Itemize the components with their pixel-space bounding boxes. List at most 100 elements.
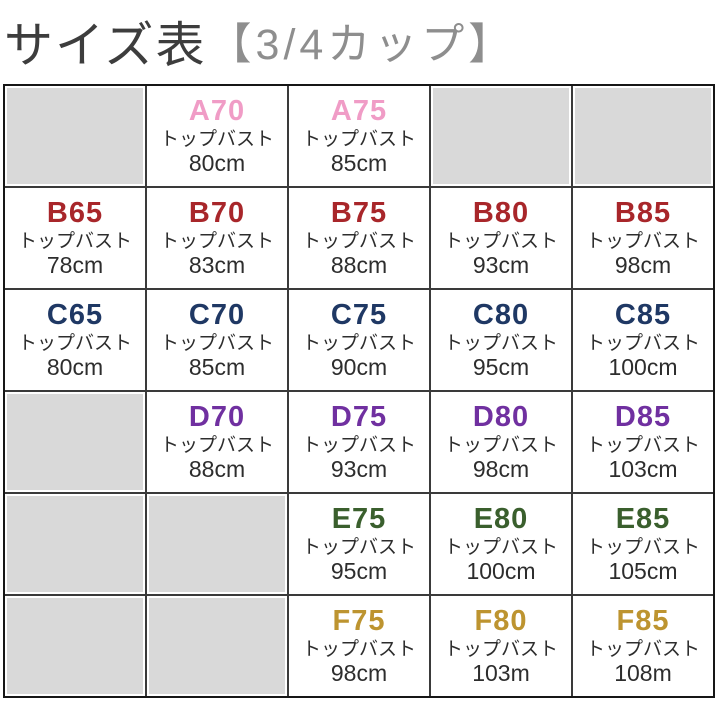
empty-cell <box>5 494 145 594</box>
top-bust-label: トップバスト <box>585 639 700 661</box>
size-code: E75 <box>331 502 387 535</box>
empty-cell <box>431 86 571 186</box>
top-bust-value: 100cm <box>608 354 678 381</box>
empty-cell <box>147 596 287 696</box>
size-code: B85 <box>614 196 672 229</box>
top-bust-value: 95cm <box>330 558 388 585</box>
top-bust-label: トップバスト <box>443 639 558 661</box>
size-code: C85 <box>614 298 672 331</box>
page-title: サイズ表 【3/4カップ】 <box>0 0 720 80</box>
top-bust-value: 78cm <box>46 252 104 279</box>
size-cell-d75: D75 トップバスト 93cm <box>289 392 429 492</box>
top-bust-label: トップバスト <box>443 435 558 457</box>
size-code: E80 <box>473 502 529 535</box>
top-bust-value: 93cm <box>472 252 530 279</box>
top-bust-value: 98cm <box>330 660 388 687</box>
top-bust-value: 98cm <box>472 456 530 483</box>
top-bust-label: トップバスト <box>159 435 274 457</box>
size-code: B80 <box>472 196 530 229</box>
top-bust-value: 93cm <box>330 456 388 483</box>
top-bust-label: トップバスト <box>585 231 700 253</box>
size-cell-c65: C65 トップバスト 80cm <box>5 290 145 390</box>
size-code: D70 <box>188 400 246 433</box>
size-code: A75 <box>330 94 388 127</box>
top-bust-label: トップバスト <box>443 231 558 253</box>
size-code: A70 <box>188 94 246 127</box>
size-cell-c85: C85 トップバスト 100cm <box>573 290 713 390</box>
size-code: D85 <box>614 400 672 433</box>
top-bust-label: トップバスト <box>585 333 700 355</box>
top-bust-label: トップバスト <box>17 231 132 253</box>
size-code: F80 <box>474 604 528 637</box>
size-code: C80 <box>472 298 530 331</box>
size-cell-c70: C70 トップバスト 85cm <box>147 290 287 390</box>
size-cell-a70: A70 トップバスト 80cm <box>147 86 287 186</box>
top-bust-label: トップバスト <box>585 537 700 559</box>
size-cell-b80: B80 トップバスト 93cm <box>431 188 571 288</box>
top-bust-label: トップバスト <box>301 231 416 253</box>
size-cell-a75: A75 トップバスト 85cm <box>289 86 429 186</box>
top-bust-value: 90cm <box>330 354 388 381</box>
size-cell-f80: F80 トップバスト 103m <box>431 596 571 696</box>
size-cell-b65: B65 トップバスト 78cm <box>5 188 145 288</box>
size-cell-e75: E75 トップバスト 95cm <box>289 494 429 594</box>
top-bust-value: 100cm <box>466 558 536 585</box>
size-cell-d80: D80 トップバスト 98cm <box>431 392 571 492</box>
size-code: D80 <box>472 400 530 433</box>
size-table: A70 トップバスト 80cm A75 トップバスト 85cm B65 トップバスト 78cm B… <box>3 84 715 698</box>
page-title-main: サイズ表 <box>4 18 207 73</box>
top-bust-value: 95cm <box>472 354 530 381</box>
size-cell-d70: D70 トップバスト 88cm <box>147 392 287 492</box>
size-code: C65 <box>46 298 104 331</box>
size-cell-c80: C80 トップバスト 95cm <box>431 290 571 390</box>
size-cell-b70: B70 トップバスト 83cm <box>147 188 287 288</box>
top-bust-label: トップバスト <box>17 333 132 355</box>
empty-cell <box>5 392 145 492</box>
size-code: C70 <box>188 298 246 331</box>
top-bust-label: トップバスト <box>443 333 558 355</box>
size-cell-b85: B85 トップバスト 98cm <box>573 188 713 288</box>
size-code: E85 <box>615 502 671 535</box>
empty-cell <box>147 494 287 594</box>
size-code: B70 <box>188 196 246 229</box>
size-cell-d85: D85 トップバスト 103cm <box>573 392 713 492</box>
size-cell-f75: F75 トップバスト 98cm <box>289 596 429 696</box>
top-bust-label: トップバスト <box>585 435 700 457</box>
size-code: F75 <box>332 604 386 637</box>
top-bust-value: 98cm <box>614 252 672 279</box>
top-bust-label: トップバスト <box>159 333 274 355</box>
empty-cell <box>5 86 145 186</box>
size-cell-e85: E85 トップバスト 105cm <box>573 494 713 594</box>
top-bust-label: トップバスト <box>301 435 416 457</box>
size-code: D75 <box>330 400 388 433</box>
size-cell-e80: E80 トップバスト 100cm <box>431 494 571 594</box>
top-bust-value: 105cm <box>608 558 678 585</box>
top-bust-label: トップバスト <box>301 537 416 559</box>
top-bust-value: 88cm <box>188 456 246 483</box>
top-bust-label: トップバスト <box>301 333 416 355</box>
page-title-cup-type: 【3/4カップ】 <box>208 21 516 69</box>
top-bust-value: 83cm <box>188 252 246 279</box>
top-bust-value: 88cm <box>330 252 388 279</box>
size-code: B65 <box>46 196 104 229</box>
top-bust-value: 85cm <box>188 354 246 381</box>
top-bust-label: トップバスト <box>159 231 274 253</box>
size-code: B75 <box>330 196 388 229</box>
top-bust-value: 103cm <box>608 456 678 483</box>
empty-cell <box>573 86 713 186</box>
top-bust-label: トップバスト <box>301 639 416 661</box>
top-bust-value: 108m <box>614 660 672 687</box>
size-cell-b75: B75 トップバスト 88cm <box>289 188 429 288</box>
size-cell-c75: C75 トップバスト 90cm <box>289 290 429 390</box>
size-cell-f85: F85 トップバスト 108m <box>573 596 713 696</box>
empty-cell <box>5 596 145 696</box>
top-bust-value: 103m <box>472 660 530 687</box>
top-bust-value: 80cm <box>188 150 246 177</box>
top-bust-value: 85cm <box>330 150 388 177</box>
top-bust-value: 80cm <box>46 354 104 381</box>
top-bust-label: トップバスト <box>301 129 416 151</box>
top-bust-label: トップバスト <box>159 129 274 151</box>
size-code: F85 <box>616 604 670 637</box>
size-code: C75 <box>330 298 388 331</box>
